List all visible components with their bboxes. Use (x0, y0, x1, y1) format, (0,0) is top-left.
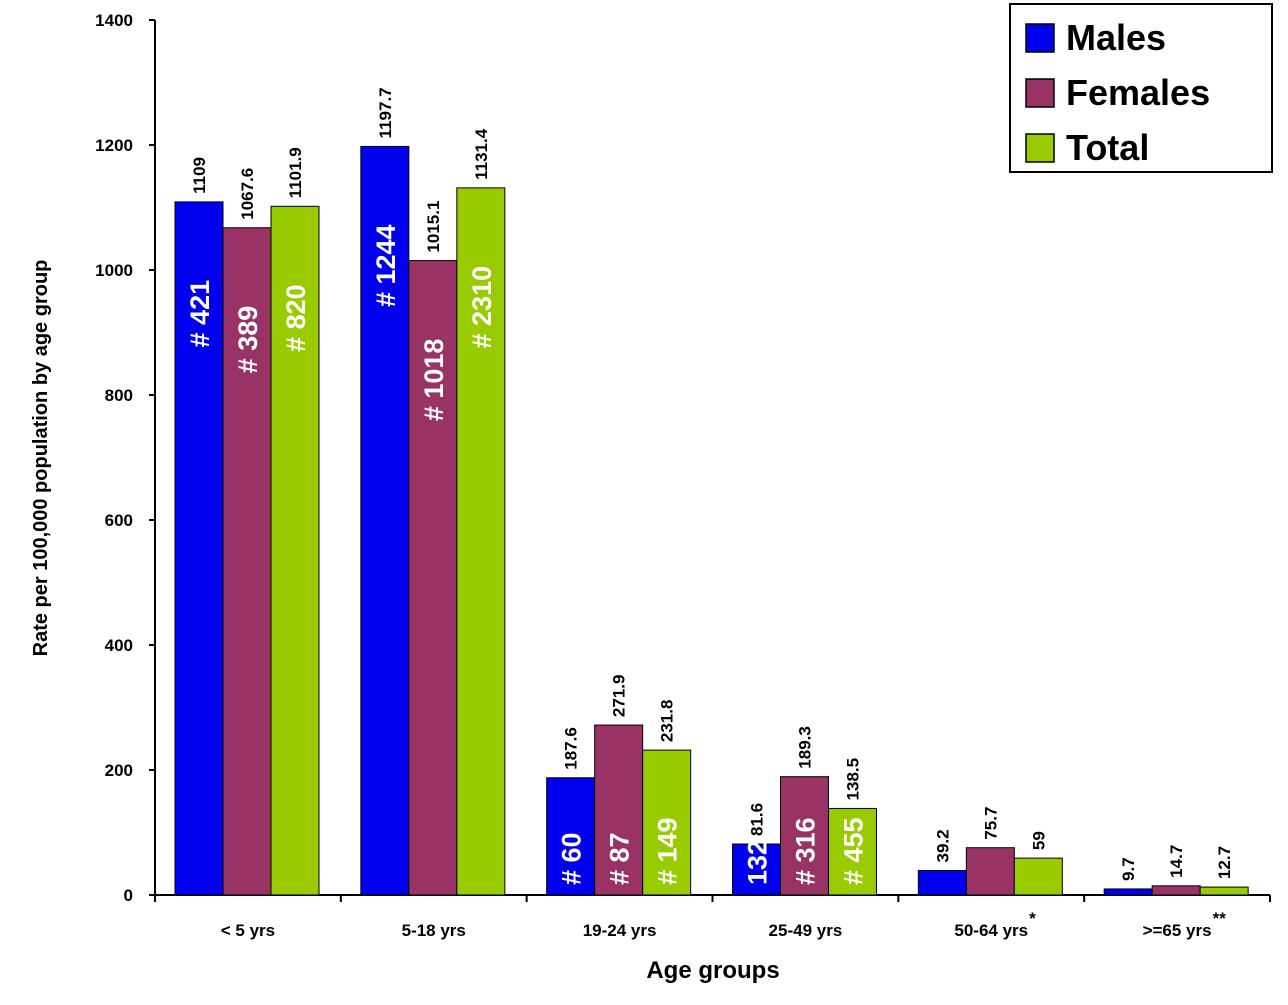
legend: Males Females Total (1009, 3, 1273, 173)
bar-males (360, 145, 410, 896)
bar-count-label: # 421 (185, 280, 215, 348)
bar-value-label: 187.6 (562, 727, 581, 770)
bar-value-label: 14.7 (1167, 845, 1186, 878)
bar-value-label: 1109 (190, 157, 209, 194)
legend-label-total: Total (1066, 127, 1149, 168)
y-tick-label: 600 (105, 511, 133, 530)
bar-males (174, 201, 224, 896)
bar-value-label: 271.9 (610, 675, 629, 718)
bar-total (642, 749, 692, 896)
legend-swatch-females (1025, 78, 1055, 108)
x-tick-footnote-mark: ** (1213, 909, 1227, 928)
bar-value-label: 1015.1 (424, 201, 443, 253)
bar-value-label: 1101.9 (286, 147, 305, 198)
x-axis-label: Age groups (646, 957, 779, 984)
x-tick-label: 5-18 yrs (402, 921, 466, 940)
y-tick-label: 200 (105, 761, 133, 780)
bar-value-label: 59 (1029, 831, 1048, 850)
x-tick-footnote-mark: * (1029, 909, 1036, 928)
x-tick-label: 19-24 yrs (583, 921, 657, 940)
bars (174, 145, 1249, 896)
legend-label-males: Males (1066, 17, 1166, 58)
bar-value-label: 81.6 (748, 803, 767, 836)
bar-value-label: 9.7 (1119, 857, 1138, 881)
y-axis-label: Rate per 100,000 population by age group (30, 260, 52, 657)
bar-count-label: # 389 (233, 306, 263, 374)
y-tick-label: 1000 (95, 261, 133, 280)
bar-total (456, 187, 506, 896)
bar-females (408, 260, 458, 896)
bar-total (828, 807, 877, 896)
bar-males (917, 870, 967, 896)
bar-value-label: 189.3 (796, 726, 815, 769)
bar-value-label: 39.2 (933, 829, 952, 862)
bar-count-label: 132 (743, 840, 773, 885)
x-tick-label: >=65 yrs (1143, 921, 1212, 940)
bar-females (1151, 885, 1201, 896)
bar-total (1199, 886, 1249, 896)
bar-value-label: 231.8 (658, 700, 677, 743)
bar-value-label: 75.7 (981, 807, 1000, 840)
bar-females (594, 724, 644, 896)
y-tick-label: 800 (105, 386, 133, 405)
y-tick-label: 1400 (95, 11, 133, 30)
bar-count-label: # 87 (605, 832, 635, 885)
bar-count-label: # 455 (839, 817, 869, 885)
y-tick-label: 1200 (95, 136, 133, 155)
bar-females (222, 227, 272, 896)
bar-males (1103, 888, 1153, 896)
y-tick-label: 0 (124, 886, 133, 905)
bar-value-label: 1067.6 (238, 168, 257, 220)
bar-females (780, 776, 829, 896)
bar-value-label: 12.7 (1215, 846, 1234, 879)
bar-value-label: 138.5 (844, 758, 863, 801)
bar-females (965, 847, 1015, 896)
bar-total (270, 205, 320, 896)
x-tick-label: 50-64 yrs (954, 921, 1028, 940)
y-tick-label: 400 (105, 636, 133, 655)
bar-count-label: # 2310 (467, 266, 497, 349)
x-tick-label: 25-49 yrs (769, 921, 843, 940)
legend-label-females: Females (1066, 72, 1210, 113)
bar-count-label: # 316 (791, 817, 821, 885)
bar-count-label: # 149 (653, 817, 683, 885)
bar-count-label: # 820 (281, 284, 311, 352)
axes: 0 200 400 600 800 1000 1200 1400 < 5 yrs 5-18 yrs… (95, 11, 1271, 940)
bar-value-label: 1197.7 (376, 87, 395, 138)
x-tick-label: < 5 yrs (221, 921, 275, 940)
value-labels: 1109 # 421 1197.7 # 1244 187.6 # 60 81.6 132 39.… (185, 87, 1234, 885)
bar-total (1013, 857, 1063, 896)
bar-males (546, 777, 596, 896)
bar-count-label: # 60 (557, 832, 587, 885)
bar-count-label: # 1018 (419, 339, 449, 422)
bar-value-label: 1131.4 (472, 128, 491, 180)
legend-swatch-total (1025, 133, 1055, 163)
bar-count-label: # 1244 (371, 224, 401, 307)
legend-swatch-males (1025, 23, 1055, 53)
